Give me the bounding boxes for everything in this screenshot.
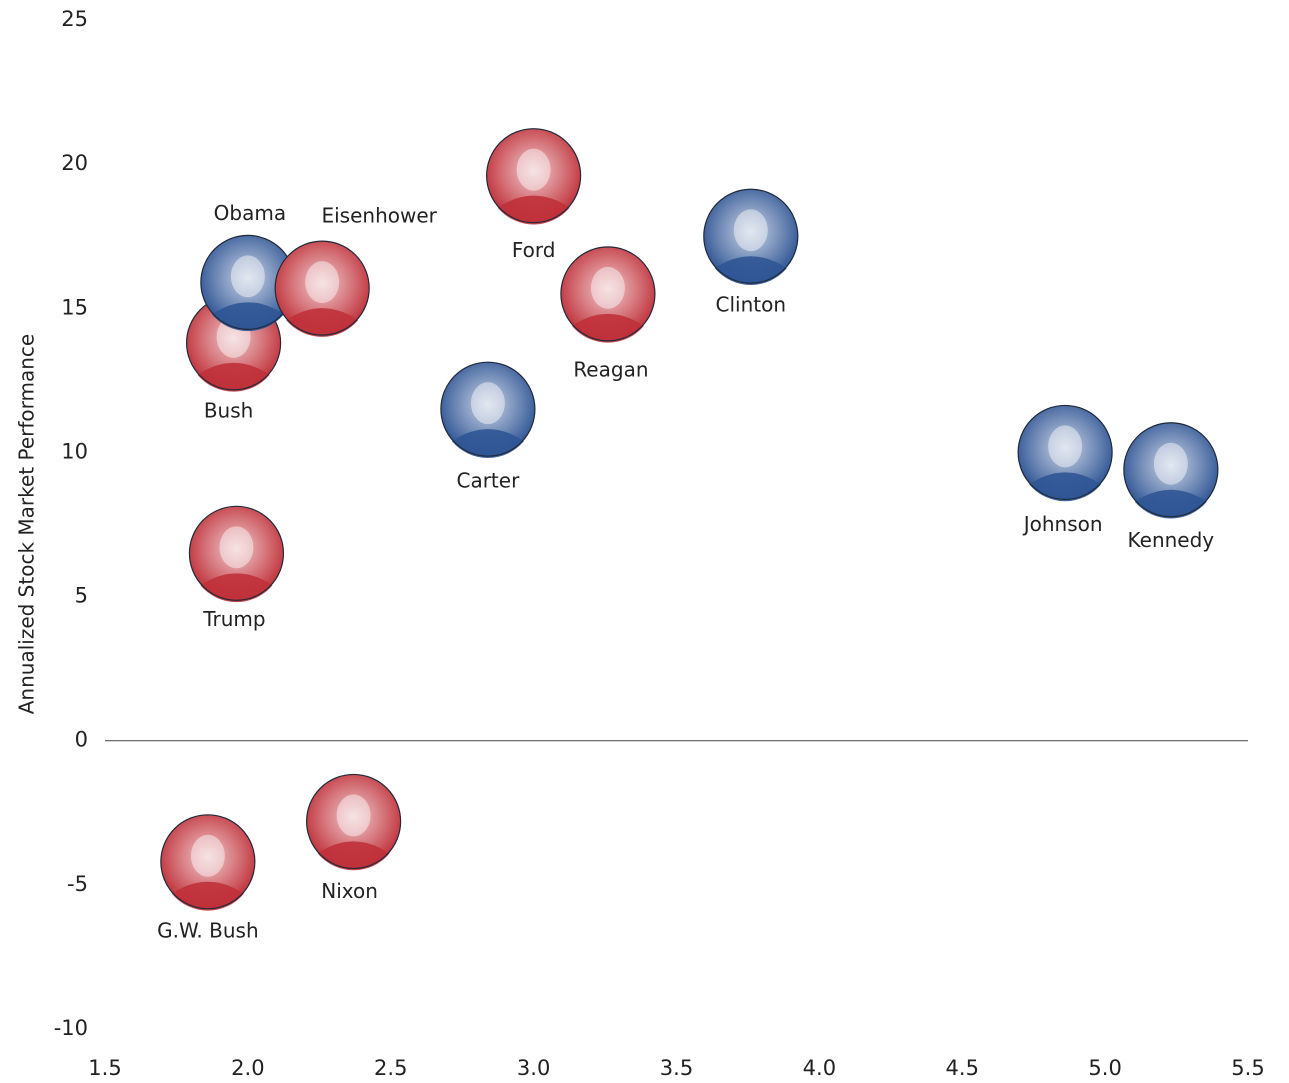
y-tick-label: 10 bbox=[61, 439, 88, 463]
portrait-part bbox=[733, 209, 768, 252]
y-tick-label: 25 bbox=[61, 7, 88, 31]
portrait-part bbox=[188, 505, 285, 601]
portrait-part bbox=[200, 573, 273, 603]
president-point bbox=[486, 128, 582, 225]
president-point bbox=[560, 246, 656, 343]
portrait-part bbox=[470, 382, 505, 425]
portrait-part bbox=[160, 814, 256, 910]
president-point bbox=[440, 361, 536, 458]
portrait-part bbox=[171, 881, 244, 911]
y-axis-label: Annualized Stock Market Performance bbox=[15, 334, 39, 715]
x-tick-label: 4.5 bbox=[946, 1056, 979, 1080]
point-label: Trump bbox=[202, 607, 265, 631]
portrait-part bbox=[440, 362, 535, 457]
portrait-part bbox=[211, 302, 284, 332]
portrait-part bbox=[497, 195, 570, 225]
portrait-part bbox=[486, 128, 582, 224]
portrait-part bbox=[189, 506, 284, 601]
portrait-part bbox=[200, 235, 295, 330]
x-tick-label: 2.5 bbox=[374, 1056, 407, 1080]
portrait-part bbox=[274, 240, 370, 336]
point-label: Bush bbox=[204, 398, 254, 422]
portrait-part bbox=[1029, 472, 1102, 502]
x-tick-label: 5.5 bbox=[1231, 1056, 1264, 1080]
point-label: Clinton bbox=[716, 293, 787, 317]
portrait-part bbox=[190, 834, 225, 877]
x-tick-label: 3.5 bbox=[660, 1056, 693, 1080]
portrait-part bbox=[571, 313, 644, 343]
portrait-part bbox=[560, 246, 655, 341]
portrait-part bbox=[306, 773, 402, 870]
portrait-part bbox=[336, 794, 371, 837]
president-point bbox=[188, 505, 285, 603]
portrait-part bbox=[486, 128, 581, 223]
point-label: Nixon bbox=[321, 879, 378, 903]
portrait-part bbox=[1048, 425, 1083, 468]
point-label: Reagan bbox=[573, 357, 648, 381]
president-point bbox=[274, 240, 370, 337]
x-tick-label: 3.0 bbox=[517, 1056, 550, 1080]
point-label: Eisenhower bbox=[321, 204, 437, 228]
x-tick-label: 5.0 bbox=[1088, 1056, 1121, 1080]
portrait-part bbox=[160, 814, 255, 909]
point-label: Carter bbox=[456, 469, 520, 493]
x-tick-label: 4.0 bbox=[803, 1056, 836, 1080]
y-tick-label: -10 bbox=[54, 1016, 88, 1040]
portrait-part bbox=[451, 429, 524, 458]
point-label: Kennedy bbox=[1128, 528, 1215, 552]
portrait-part bbox=[317, 841, 390, 871]
president-point bbox=[200, 234, 296, 332]
portrait-part bbox=[440, 361, 536, 457]
portrait-part bbox=[590, 266, 625, 309]
portrait-part bbox=[703, 189, 798, 284]
portrait-part bbox=[516, 148, 551, 191]
y-tick-label: 20 bbox=[61, 151, 88, 175]
point-label: Ford bbox=[512, 238, 556, 262]
portrait-part bbox=[306, 774, 401, 869]
portrait-part bbox=[1018, 405, 1113, 500]
portrait-part bbox=[230, 255, 265, 298]
x-tick-label: 1.5 bbox=[88, 1056, 121, 1080]
portrait-part bbox=[714, 256, 787, 285]
portrait-part bbox=[1123, 422, 1218, 517]
portrait-part bbox=[305, 261, 340, 304]
portrait-part bbox=[560, 246, 656, 342]
point-label: Johnson bbox=[1022, 512, 1103, 536]
portrait-part bbox=[286, 308, 359, 337]
portrait-part bbox=[1153, 442, 1188, 485]
y-tick-label: 15 bbox=[61, 295, 88, 319]
president-point bbox=[306, 773, 402, 871]
portrait-part bbox=[197, 362, 270, 392]
x-tick-label: 2.0 bbox=[231, 1056, 264, 1080]
president-point bbox=[1017, 404, 1113, 502]
y-tick-label: 0 bbox=[75, 728, 88, 752]
portrait-part bbox=[275, 241, 370, 336]
point-label: Obama bbox=[214, 201, 286, 225]
portrait-part bbox=[1123, 422, 1219, 518]
portrait-part bbox=[703, 188, 799, 284]
point-label: G.W. Bush bbox=[157, 918, 259, 942]
portrait-part bbox=[219, 526, 254, 569]
president-point bbox=[703, 188, 799, 285]
president-point bbox=[160, 814, 256, 911]
portrait-part bbox=[1017, 404, 1113, 501]
portrait-part bbox=[1134, 489, 1207, 519]
president-point bbox=[1123, 422, 1219, 519]
y-tick-label: -5 bbox=[67, 872, 88, 896]
y-tick-label: 5 bbox=[75, 584, 88, 608]
